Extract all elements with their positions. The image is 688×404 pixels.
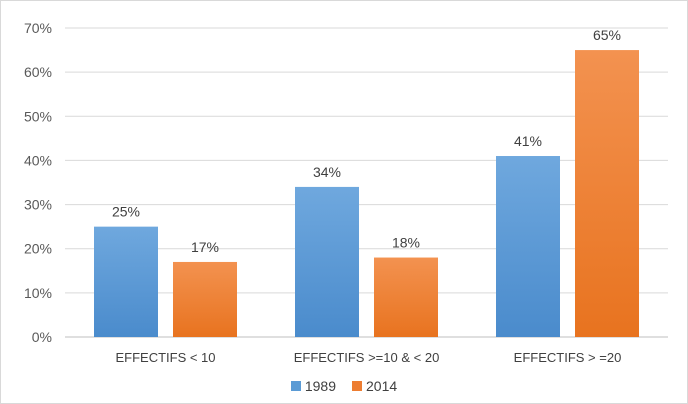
bar-2014-1 (374, 257, 438, 337)
y-tick-label: 40% (24, 152, 52, 168)
category-label: EFFECTIFS > =20 (514, 350, 622, 365)
bar-1989-0 (94, 226, 158, 337)
legend-swatch-1989 (290, 381, 301, 391)
gridlines (65, 27, 668, 338)
bars: 25% 17% 34% 18% 41% 65% (94, 27, 639, 337)
legend-item-2014: 2014 (352, 378, 397, 394)
data-label: 41% (514, 133, 542, 149)
bar-1989-2 (496, 156, 560, 337)
y-tick-label: 30% (24, 197, 52, 213)
data-label: 65% (593, 27, 621, 43)
data-label: 17% (191, 239, 219, 255)
legend-item-1989: 1989 (290, 378, 336, 394)
category-label: EFFECTIFS >=10 & < 20 (294, 350, 440, 365)
y-tick-label: 70% (24, 20, 52, 36)
y-tick-label: 60% (24, 64, 52, 80)
data-label: 18% (392, 235, 420, 251)
bar-2014-2 (575, 50, 639, 337)
legend: 1989 2014 (0, 378, 688, 394)
data-label: 34% (313, 164, 341, 180)
y-tick-label: 50% (24, 108, 52, 124)
data-label: 25% (112, 204, 140, 220)
bar-1989-1 (295, 186, 359, 337)
legend-swatch-2014 (352, 381, 362, 391)
y-axis-ticks: 0% 10% 20% 30% 40% 50% 60% 70% (24, 20, 52, 345)
category-label: EFFECTIFS < 10 (115, 350, 215, 365)
legend-label-2014: 2014 (366, 378, 398, 394)
y-tick-label: 10% (24, 285, 52, 301)
bar-2014-0 (173, 261, 237, 337)
y-tick-label: 0% (32, 329, 52, 345)
x-axis-categories: EFFECTIFS < 10 EFFECTIFS >=10 & < 20 EFFEC… (115, 350, 621, 365)
legend-label-1989: 1989 (304, 378, 336, 394)
y-tick-label: 20% (24, 241, 52, 257)
